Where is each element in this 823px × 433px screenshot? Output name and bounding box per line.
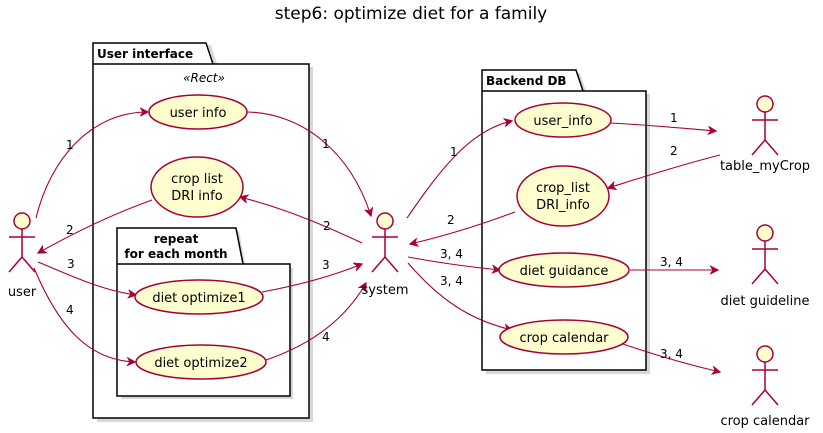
package-stereotype: «Rect» (183, 71, 225, 85)
edge-label: 2 (447, 213, 455, 227)
edge-opt2-system (265, 283, 366, 361)
edge-label: 1 (450, 145, 458, 159)
actor-diet-guideline: diet guideline (721, 224, 810, 309)
use-case-label: user info (170, 106, 227, 121)
use-case-label: crop list (171, 172, 223, 187)
edge-label: 3, 4 (440, 247, 463, 261)
use-case-user-info-db: user_info (514, 102, 612, 138)
use-case-label: diet guidance (520, 264, 609, 279)
edge-system-guidance (407, 256, 500, 270)
edge-calendar-uc-calendar (619, 342, 720, 372)
actor-user: user (8, 212, 37, 300)
edge-userinfo-system (244, 111, 371, 216)
actor-label: diet guideline (721, 294, 810, 309)
edge-user-userinfo (35, 112, 148, 219)
use-case-label: crop_list (536, 181, 590, 196)
edge-label: 2 (670, 144, 678, 158)
edge-system-croplist (240, 197, 363, 244)
actor-crop-calendar: crop calendar (720, 345, 810, 429)
edge-label: 4 (322, 330, 330, 344)
diagram-title: step6: optimize diet for a family (275, 4, 547, 24)
edge-label: 2 (66, 223, 74, 237)
edge-user-opt1 (37, 261, 136, 295)
use-case-diet-optimize1: diet optimize1 (134, 279, 264, 315)
package-title-line2: for each month (124, 247, 227, 261)
edge-userinfo-db-table (609, 122, 716, 131)
use-case-crop-list-db: crop_list DRI_info (516, 165, 610, 227)
edge-label: 1 (670, 111, 678, 125)
actor-label: user (8, 285, 37, 300)
use-case-label: diet optimize1 (152, 291, 245, 306)
use-case-label: user_info (533, 114, 592, 129)
use-case-diet-optimize2: diet optimize2 (135, 344, 267, 380)
edge-table-croplist-db (608, 154, 721, 188)
use-case-crop-calendar: crop calendar (499, 319, 629, 355)
edge-croplist-db-system (410, 211, 516, 244)
edge-opt1-system (261, 264, 362, 293)
package-title: Backend DB (486, 74, 567, 88)
edge-label: 3, 4 (660, 347, 683, 361)
use-case-diet-guidance: diet guidance (498, 252, 630, 288)
edge-label: 3 (322, 258, 330, 272)
actor-table-mycrop: table_myCrop (720, 95, 810, 174)
edge-label: 3, 4 (660, 255, 683, 269)
package-title: User interface (97, 47, 193, 61)
use-case-label-line2: DRI_info (536, 198, 590, 213)
edge-label: 3 (67, 257, 75, 271)
actor-label: crop calendar (720, 414, 810, 429)
edge-label: 4 (66, 303, 74, 317)
use-case-user-info: user info (148, 94, 248, 130)
actor-system: system (362, 212, 409, 298)
edge-system-userinfo-db (406, 121, 512, 219)
edge-label: 1 (66, 138, 74, 152)
actor-label: table_myCrop (720, 159, 810, 174)
actor-label: system (362, 283, 409, 298)
edge-label: 1 (322, 137, 330, 151)
use-case-label: crop calendar (519, 331, 609, 346)
edges: 1 1 2 2 3 3 4 4 1 1 2 2 3, 4 (33, 111, 721, 372)
package-title: repeat (154, 232, 199, 246)
use-case-crop-list: crop list DRI info (150, 156, 244, 218)
edge-label: 3, 4 (440, 274, 463, 288)
edge-user-opt2 (33, 267, 135, 362)
use-case-label-line2: DRI info (171, 189, 222, 204)
use-case-label: diet optimize2 (154, 356, 247, 371)
edge-croplist-user (38, 199, 153, 253)
edge-label: 2 (323, 219, 331, 233)
edge-system-calendar-uc (407, 262, 512, 330)
